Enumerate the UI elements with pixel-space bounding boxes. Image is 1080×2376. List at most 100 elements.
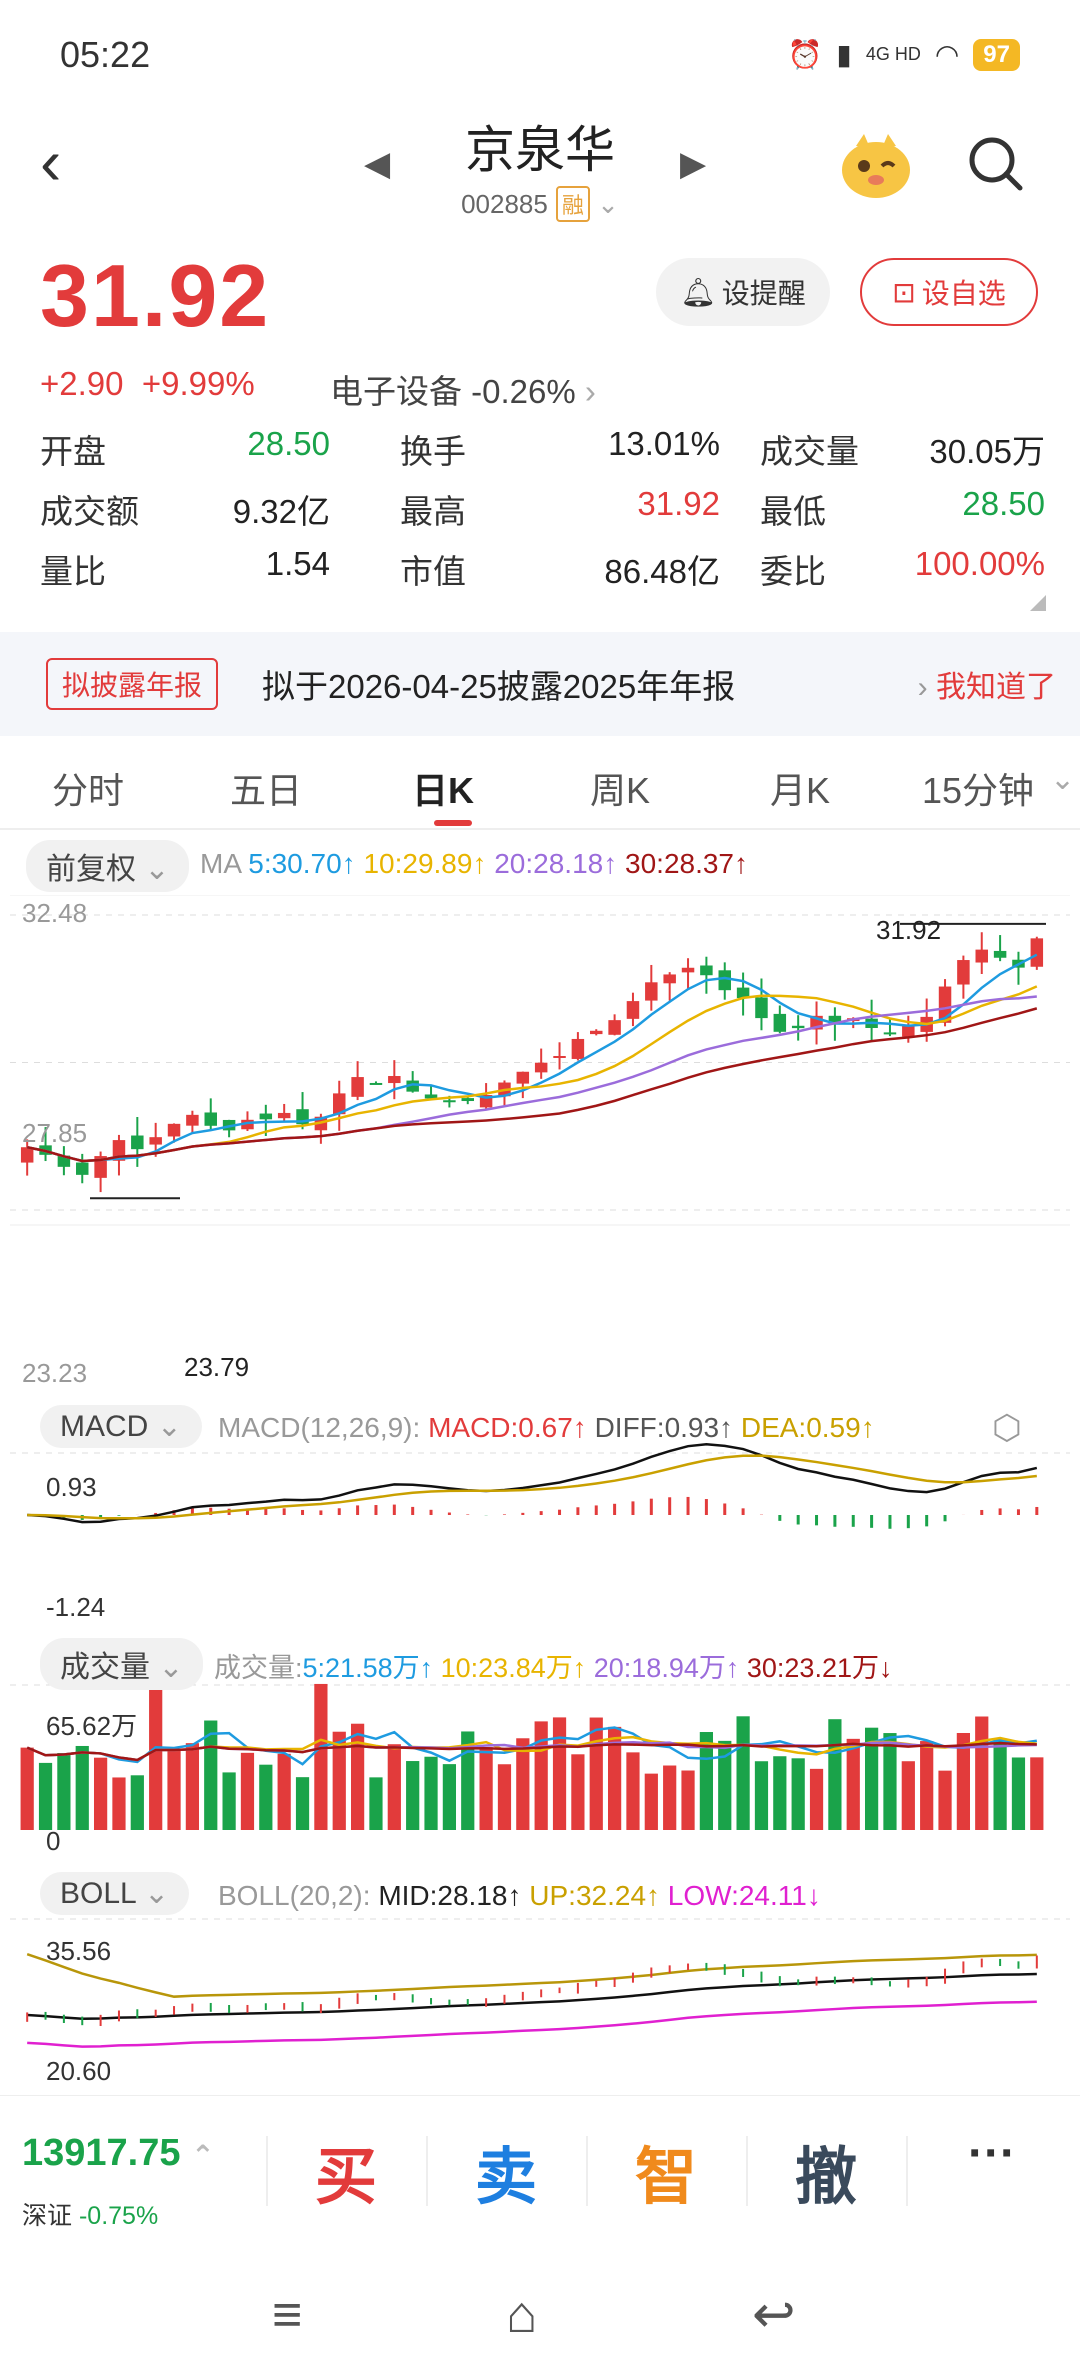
add-favorite-label: 设自选 [921, 278, 1006, 309]
settings-icon[interactable]: ⬡ [992, 1409, 1022, 1447]
ma30-line [26, 1007, 1038, 1163]
vol-params: 成交量: [214, 1653, 303, 1683]
macd-ybot: -1.24 [46, 1592, 106, 1622]
volume-bar [552, 1717, 567, 1830]
candlestick-chart [20, 922, 1046, 1200]
volume-bar [516, 1738, 530, 1830]
candle-body [902, 1025, 915, 1037]
volume-bar [699, 1732, 714, 1830]
candle-body [590, 1030, 603, 1035]
volume-bar [828, 1719, 842, 1830]
volume-bar [93, 1757, 108, 1830]
candle-body [571, 1038, 585, 1059]
stat-label: 开盘 [40, 433, 106, 470]
volume-bar [589, 1717, 603, 1830]
stat-value: 13.01% [608, 425, 720, 462]
prev-stock-icon[interactable]: ◀ [364, 145, 391, 183]
volume-chart [10, 1680, 1070, 1830]
volume-dropdown[interactable]: 成交量 ⌄ [40, 1638, 204, 1690]
volume-bar [479, 1747, 493, 1830]
vibrate-icon: ▮ [836, 39, 852, 70]
sector-link[interactable]: 电子设备 -0.26% › [330, 365, 596, 413]
volume-bar [149, 1680, 163, 1830]
charts-area[interactable] [0, 895, 1080, 2095]
volume-bar [607, 1726, 622, 1830]
volume-bar [883, 1733, 897, 1830]
stat-label: 成交额 [40, 493, 139, 530]
back-nav-icon[interactable]: ↩ [752, 2286, 796, 2344]
boll-up-line [26, 1953, 1037, 1998]
boll-mid-line [27, 1972, 1037, 2021]
volume-bar [38, 1762, 53, 1830]
tab-0[interactable]: 分时 [52, 770, 125, 811]
macd-dropdown[interactable]: MACD ⌄ [40, 1405, 202, 1448]
tab-2[interactable]: 日K [412, 770, 474, 811]
mascot-icon[interactable] [836, 124, 916, 204]
candle-body [388, 1076, 401, 1084]
boll-dropdown[interactable]: BOLL ⌄ [40, 1872, 190, 1915]
stat-item: 最低 28.50 [760, 485, 1045, 530]
stat-label: 市值 [400, 553, 466, 590]
volume-bar [809, 1768, 824, 1830]
home-icon[interactable]: ⌂ [506, 2286, 538, 2344]
volume-bar [350, 1723, 365, 1830]
volume-bar [332, 1731, 346, 1830]
stat-value: 1.54 [265, 545, 330, 582]
next-stock-icon[interactable]: ▶ [680, 145, 707, 183]
set-alert-button[interactable]: 🔔︎ 设提醒 [656, 258, 830, 326]
candle-body [461, 1098, 474, 1102]
candle-body [938, 986, 952, 1023]
candle-body [131, 1135, 144, 1150]
volume-bar [1030, 1757, 1044, 1830]
dea-line [27, 1454, 1037, 1520]
chevron-down-icon[interactable]: ⌄ [1050, 763, 1076, 796]
stock-code-row[interactable]: 002885 融 ⌄ [0, 186, 1080, 222]
notice-dismiss-button[interactable]: › 我知道了 [918, 662, 1056, 706]
trade-bar: 13917.75 ⌃ 深证 -0.75% 买 卖 智 撤 ··· [0, 2095, 1080, 2245]
buy-button[interactable]: 买 [314, 2143, 377, 2212]
stat-value: 31.92 [637, 485, 720, 522]
ma30-value: 30:28.37↑ [625, 848, 749, 879]
status-time: 05:22 [60, 34, 151, 75]
tab-1[interactable]: 五日 [230, 770, 303, 811]
volume-bar [571, 1754, 585, 1830]
candle-body [828, 1015, 842, 1024]
candle-body [700, 965, 713, 976]
tab-3[interactable]: 周K [590, 770, 651, 811]
menu-icon[interactable]: ≡ [272, 2286, 303, 2344]
index-value: 13917.75 [22, 2132, 181, 2174]
adjust-label: 前复权 [46, 853, 136, 886]
sector-change: -0.26% [471, 373, 576, 410]
smart-button[interactable]: 智 [634, 2143, 697, 2212]
battery-badge: 97 [973, 38, 1020, 71]
back-icon[interactable]: ‹ [40, 126, 62, 198]
bell-icon: 🔔︎ [680, 276, 716, 308]
volume-bar [424, 1756, 438, 1830]
sell-button[interactable]: 卖 [474, 2143, 537, 2212]
expand-corner-icon[interactable] [1030, 595, 1046, 611]
tab-4[interactable]: 月K [770, 770, 831, 811]
more-button[interactable]: ··· [968, 2127, 1016, 2180]
kline-high-label: 31.92 [876, 915, 942, 945]
boll-chart [10, 1918, 1070, 2048]
volume-bar [718, 1740, 732, 1830]
candle-body [663, 974, 676, 984]
search-icon[interactable] [966, 134, 1026, 194]
candle-body [94, 1156, 107, 1178]
ma-legend-row: 前复权 ⌄ MA 5:30.70↑ 10:29.89↑ 20:28.18↑ 30… [0, 840, 1080, 892]
index-widget[interactable]: 13917.75 ⌃ [22, 2132, 215, 2175]
tab-5[interactable]: 15分钟 [922, 770, 1035, 811]
stat-item: 成交额 9.32亿 [40, 485, 330, 530]
candle-body [333, 1093, 346, 1115]
volume-bar [975, 1716, 989, 1830]
adjust-dropdown[interactable]: 前复权 ⌄ [26, 840, 190, 892]
kline-ymin: 23.23 [22, 1358, 88, 1388]
alarm-icon: ⏰ [787, 39, 823, 70]
volume-bar [644, 1773, 658, 1830]
volume-bar [112, 1777, 126, 1830]
margin-badge: 融 [555, 186, 590, 222]
cancel-order-button[interactable]: 撤 [794, 2143, 857, 2212]
add-favorite-button[interactable]: ⊡ 设自选 [860, 258, 1038, 326]
stat-label: 成交量 [760, 433, 859, 470]
boll-low-line [27, 2000, 1037, 2048]
